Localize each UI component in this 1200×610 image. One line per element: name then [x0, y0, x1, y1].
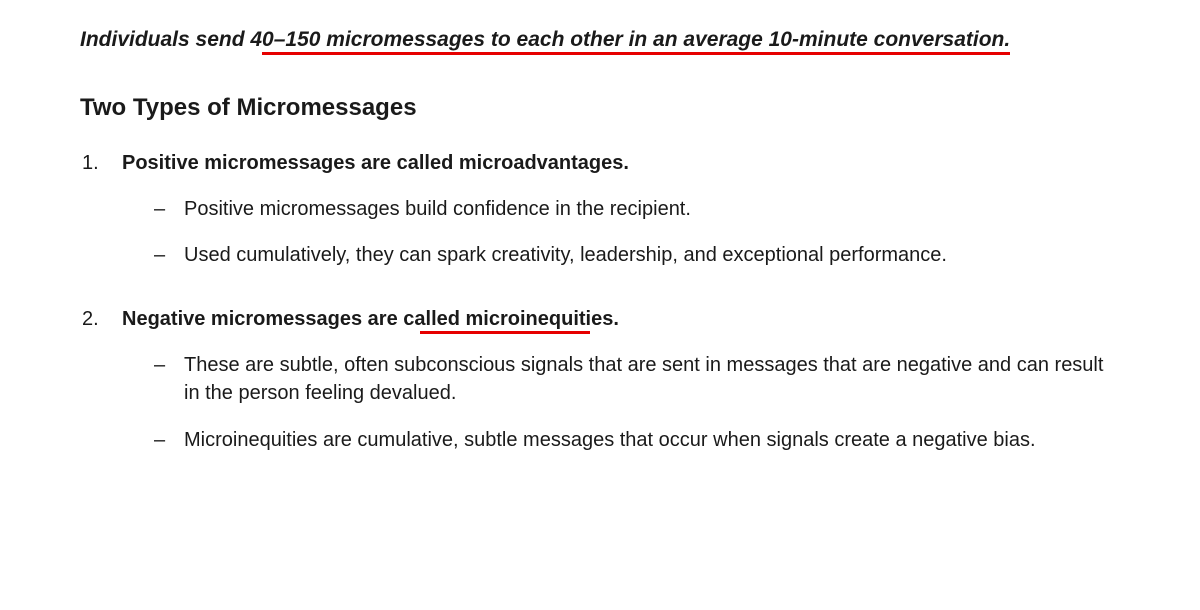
item-2-title-wrap: Negative micromessages are called microi…	[122, 308, 619, 331]
item-1-title: Positive micromessages are called microa…	[122, 152, 629, 174]
item-2-red-underline	[420, 331, 590, 334]
bullet: Used cumulatively, they can spark creati…	[154, 241, 1120, 269]
section-heading: Two Types of Micromessages	[80, 94, 1120, 122]
item-1-title-wrap: Positive micromessages are called microa…	[122, 152, 629, 175]
item-1-bullets: Positive micromessages build confidence …	[122, 195, 1120, 270]
bullet: Microinequities are cumulative, subtle m…	[154, 426, 1120, 454]
bullet: Positive micromessages build confidence …	[154, 195, 1120, 223]
item-2-title: Negative micromessages are called microi…	[122, 308, 619, 330]
intro-text: Individuals send 40–150 micromessages to…	[80, 28, 1010, 51]
item-2-bullets: These are subtle, often subconscious sig…	[122, 351, 1120, 454]
intro-sentence: Individuals send 40–150 micromessages to…	[80, 28, 1010, 52]
list-item-2: Negative micromessages are called microi…	[80, 308, 1120, 454]
bullet: These are subtle, often subconscious sig…	[154, 351, 1120, 408]
list-item-1: Positive micromessages are called microa…	[80, 152, 1120, 270]
intro-red-underline	[262, 52, 1010, 55]
numbered-list: Positive micromessages are called microa…	[80, 152, 1120, 454]
